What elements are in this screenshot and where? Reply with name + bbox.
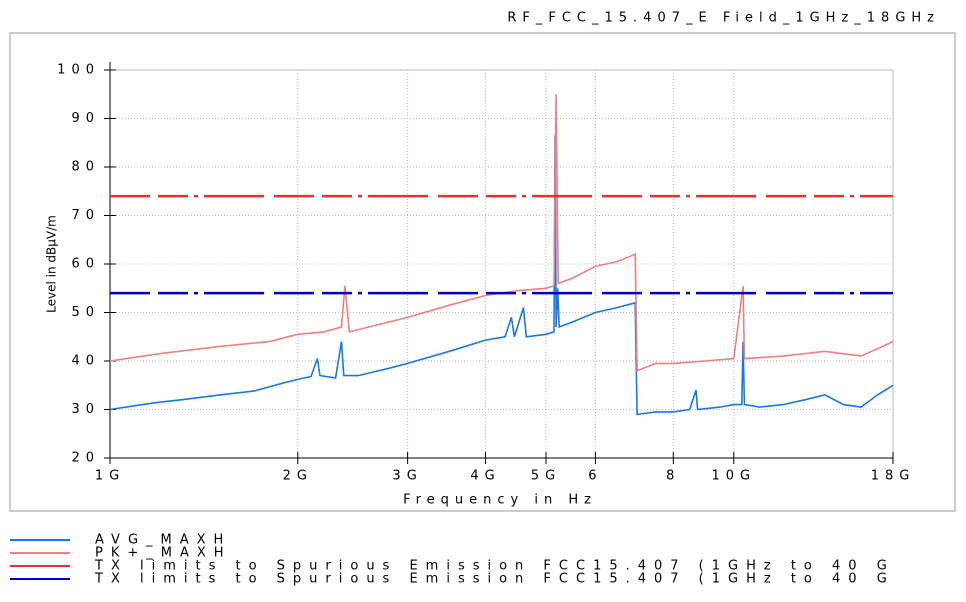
y-tick-label: 40 [71,354,100,369]
x-tick-label: 6 [588,469,602,484]
x-tick-label: 3G [392,469,422,484]
series-line [109,135,894,416]
y-tick-label: 30 [71,402,100,417]
x-tick-label: 10G [711,469,756,484]
series-line [109,94,894,372]
legend-label: TX limits to Spurious Emission FCC15.407… [94,572,895,587]
y-tick-label: 70 [71,208,100,223]
x-tick-label: 2G [283,469,313,484]
frame [9,32,956,512]
x-axis-label: Frequency in Hz [403,493,597,508]
y-tick-label: 80 [71,160,100,175]
y-tick-label: 90 [71,111,100,126]
legend-label: PK+_MAXH [95,546,232,561]
y-tick-label: 20 [71,451,100,466]
chart-title: RF_FCC_15.407_E Field_1GHz_18GHz [507,11,940,26]
x-tick-label: 8 [666,469,680,484]
y-tick-label: 60 [71,257,100,272]
legend-label: TX limits to Spurious Emission FCC15.407… [94,559,895,574]
y-axis-label: Level in dBµV/m [45,215,59,313]
x-tick-label: 5G [531,469,561,484]
y-tick-label: 50 [71,305,100,320]
y-tick-label: 100 [57,63,100,78]
x-tick-label: 4G [470,469,500,484]
legend-label: AVG_MAXH [95,533,231,548]
x-tick-label: 1G [95,469,125,484]
x-tick-label: 18G [871,469,916,484]
